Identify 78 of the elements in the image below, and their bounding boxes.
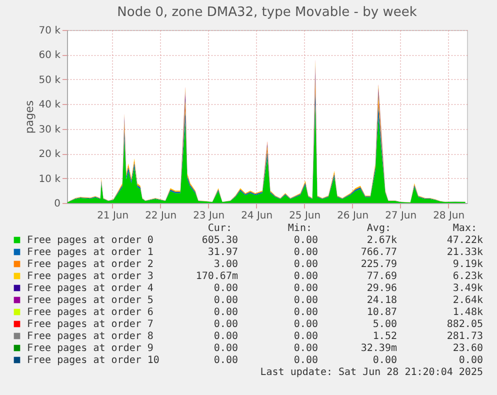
text: Min: [288, 223, 312, 234]
text: 0.00 [214, 295, 238, 306]
legend-label: Free pages at order 5 [27, 295, 154, 306]
text: 1.52 [372, 331, 397, 342]
text: 0.00 [214, 355, 238, 366]
x-tick-label: 23 Jun [193, 210, 225, 222]
text: Avg: [366, 223, 391, 234]
y-tick-label: 50 k [38, 74, 61, 86]
text: 0.00 [214, 331, 238, 342]
text: 0.00 [294, 283, 318, 294]
text: 281.73 [446, 331, 483, 342]
x-tick-label: 28 Jun [433, 210, 465, 222]
legend-label: Free pages at order 0 [27, 235, 154, 246]
x-tick-label: 21 Jun [97, 210, 129, 222]
text: 0.00 [214, 283, 238, 294]
text: 0.00 [372, 355, 397, 366]
text: Cur: [208, 223, 232, 234]
text: 0.00 [294, 307, 318, 318]
text: 766.77 [360, 247, 397, 258]
text: 0.00 [294, 259, 318, 270]
text: 0.00 [214, 343, 238, 354]
text: 5.00 [372, 319, 397, 330]
text: 21.33k [446, 247, 483, 258]
text: 605.30 [202, 235, 238, 246]
legend-label: Free pages at order 2 [27, 259, 154, 270]
text: 2.64k [452, 295, 483, 306]
text: 0.00 [214, 319, 238, 330]
x-tick-label: 27 Jun [385, 210, 417, 222]
legend-label: Free pages at order 7 [27, 319, 154, 330]
text: 0.00 [294, 343, 318, 354]
text: 2.67k [366, 235, 397, 246]
text: 0.00 [214, 307, 238, 318]
text: 3.00 [214, 259, 238, 270]
legend-label: Free pages at order 6 [27, 307, 154, 318]
text: 31.97 [208, 247, 238, 258]
text: Last update: Sat Jun 28 21:20:04 2025 [260, 367, 483, 378]
text: Max: [452, 223, 477, 234]
x-tick-label: 24 Jun [241, 210, 273, 222]
y-tick-label: 40 k [38, 100, 61, 111]
y-tick-label: 0 [54, 198, 60, 210]
legend-label: Free pages at order 4 [27, 283, 154, 294]
text: 32.39m [360, 343, 397, 354]
chart-title: Node 0, zone DMA32, type Movable - by week [117, 5, 418, 20]
x-tick-label: 22 Jun [145, 210, 177, 222]
y-tick-label: 70 k [38, 26, 61, 36]
text: 0.00 [294, 319, 318, 330]
legend-label: Free pages at order 10 [27, 355, 160, 366]
y-tick-label: 30 k [38, 124, 61, 136]
x-tick-label: 25 Jun [289, 210, 321, 222]
y-tick-label: 20 k [38, 149, 61, 160]
text: 0.00 [294, 247, 318, 258]
text: 47.22k [446, 235, 483, 246]
text: 29.96 [366, 283, 397, 294]
text: 0.00 [294, 235, 318, 246]
text: 10.87 [366, 307, 397, 318]
text: 0.00 [294, 355, 318, 366]
legend-label: Free pages at order 3 [27, 271, 154, 282]
legend-label: Free pages at order 9 [27, 343, 154, 354]
legend-label: Free pages at order 8 [27, 331, 154, 342]
legend-label: Free pages at order 1 [27, 247, 154, 258]
text: 23.60 [452, 343, 483, 354]
text: 9.19k [452, 259, 483, 270]
text: 0.00 [458, 355, 483, 366]
text: 170.67m [196, 271, 238, 282]
text: 0.00 [294, 331, 318, 342]
text: 225.79 [360, 259, 397, 270]
text: 24.18 [366, 295, 397, 306]
text: 77.69 [366, 271, 397, 282]
text: 0.00 [294, 271, 318, 282]
text: 3.49k [452, 283, 483, 294]
text: 0.00 [294, 295, 318, 306]
text: 6.23k [452, 271, 483, 282]
text: 882.05 [446, 319, 483, 330]
y-axis-title: pages [22, 100, 36, 134]
y-tick-label: 10 k [38, 174, 61, 185]
x-tick-label: 26 Jun [337, 210, 369, 222]
text: 1.48k [452, 307, 483, 318]
y-tick-label: 60 k [38, 50, 61, 62]
